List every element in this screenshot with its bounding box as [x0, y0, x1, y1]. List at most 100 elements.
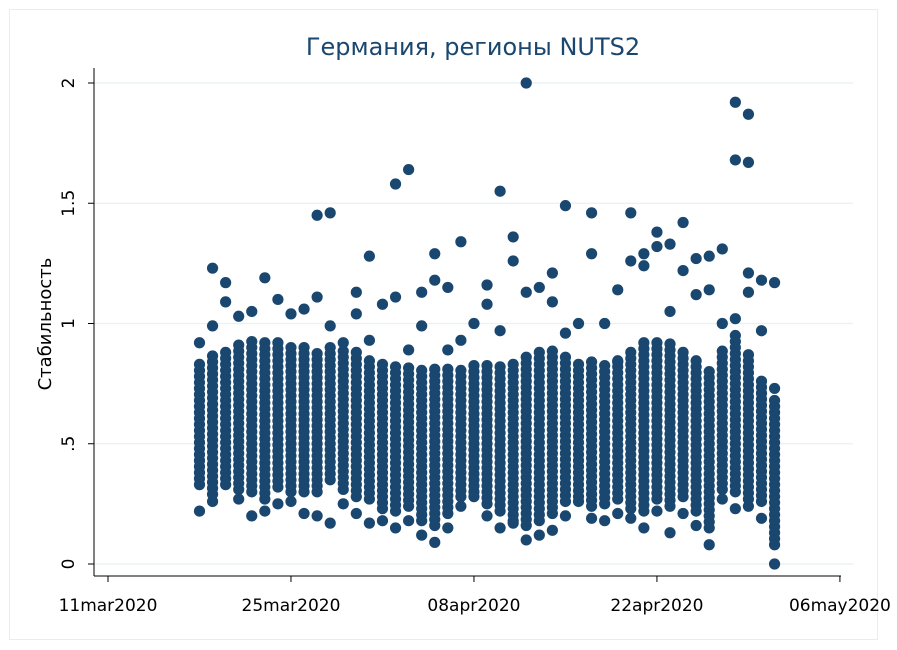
y-tick-label: 1.5	[59, 190, 79, 217]
data-point	[363, 250, 375, 262]
data-point	[429, 274, 441, 286]
data-point	[729, 503, 741, 515]
data-point	[742, 108, 755, 120]
data-point	[285, 341, 297, 354]
data-point	[690, 289, 702, 301]
data-point	[742, 267, 755, 279]
data-point	[755, 274, 768, 286]
data-point	[651, 505, 663, 517]
data-point	[468, 359, 480, 372]
data-point	[233, 310, 245, 322]
data-point	[220, 296, 232, 308]
data-point	[206, 320, 219, 332]
data-point	[625, 207, 637, 219]
data-point	[768, 382, 781, 395]
data-point	[585, 512, 598, 524]
data-point	[193, 505, 206, 517]
data-point	[442, 522, 454, 534]
data-point	[716, 243, 728, 255]
data-point	[206, 495, 219, 508]
data-point	[559, 351, 572, 363]
data-point	[403, 515, 415, 527]
data-point	[403, 362, 415, 374]
data-point	[677, 346, 689, 358]
data-point	[337, 498, 349, 510]
data-point	[233, 339, 245, 351]
x-tick-label: 06may2020	[789, 596, 891, 616]
data-point	[220, 346, 232, 358]
data-point	[259, 337, 271, 349]
axes	[88, 68, 841, 582]
y-axis-label: Стабильность	[35, 258, 56, 391]
data-point	[442, 344, 454, 356]
data-point	[664, 338, 676, 350]
data-point	[599, 515, 611, 527]
data-point	[533, 281, 545, 294]
data-point	[285, 495, 297, 508]
plot-frame	[9, 9, 878, 640]
data-point	[768, 394, 781, 407]
data-point	[324, 517, 336, 529]
data-point	[651, 337, 663, 349]
data-point	[599, 359, 611, 372]
data-point	[376, 515, 389, 527]
data-point	[298, 341, 310, 354]
data-point	[233, 493, 245, 505]
data-point	[716, 493, 728, 505]
data-point	[389, 178, 402, 190]
data-point	[625, 346, 637, 358]
data-point	[363, 355, 375, 367]
data-point	[481, 359, 493, 372]
data-point	[455, 500, 467, 512]
data-point	[507, 255, 519, 267]
data-point	[442, 363, 454, 375]
data-point	[677, 507, 689, 520]
data-point	[755, 512, 768, 524]
data-point	[285, 308, 297, 320]
data-point	[272, 337, 284, 349]
data-point	[729, 96, 741, 108]
data-point	[416, 364, 428, 376]
data-point	[742, 286, 755, 298]
data-point	[246, 510, 258, 522]
data-point	[559, 327, 572, 339]
data-point	[585, 248, 598, 260]
data-point	[494, 361, 506, 373]
data-point	[755, 325, 768, 337]
data-point	[350, 346, 362, 358]
data-point	[298, 507, 310, 520]
data-point	[716, 317, 728, 330]
data-point	[572, 317, 585, 330]
data-point	[403, 163, 415, 176]
data-point	[507, 231, 519, 243]
data-point	[429, 363, 441, 375]
data-point	[468, 317, 480, 330]
data-point	[533, 529, 545, 541]
data-point	[311, 209, 323, 221]
data-point	[311, 291, 323, 303]
data-point	[389, 361, 402, 373]
data-point	[376, 358, 389, 370]
data-point	[638, 260, 650, 272]
data-point	[376, 298, 389, 310]
tick-labels: 0 .5 1 1.5 2 11mar2020 25mar2020 08apr2020 22apr…	[59, 78, 891, 616]
data-point	[703, 366, 715, 378]
data-point	[324, 341, 336, 354]
data-point	[442, 281, 454, 294]
data-point	[429, 248, 441, 260]
data-point	[703, 539, 715, 551]
data-point	[246, 305, 258, 318]
data-point	[755, 375, 768, 387]
x-tick-label: 08apr2020	[427, 596, 520, 616]
data-point	[416, 320, 428, 332]
data-point	[677, 264, 689, 277]
data-point	[638, 522, 650, 534]
data-point	[350, 286, 362, 298]
data-point	[481, 510, 493, 522]
data-point	[612, 284, 624, 296]
data-point	[193, 337, 206, 349]
data-point	[429, 536, 441, 548]
data-point	[651, 226, 663, 238]
data-point	[193, 358, 206, 370]
y-tick-label: 0	[59, 559, 79, 570]
